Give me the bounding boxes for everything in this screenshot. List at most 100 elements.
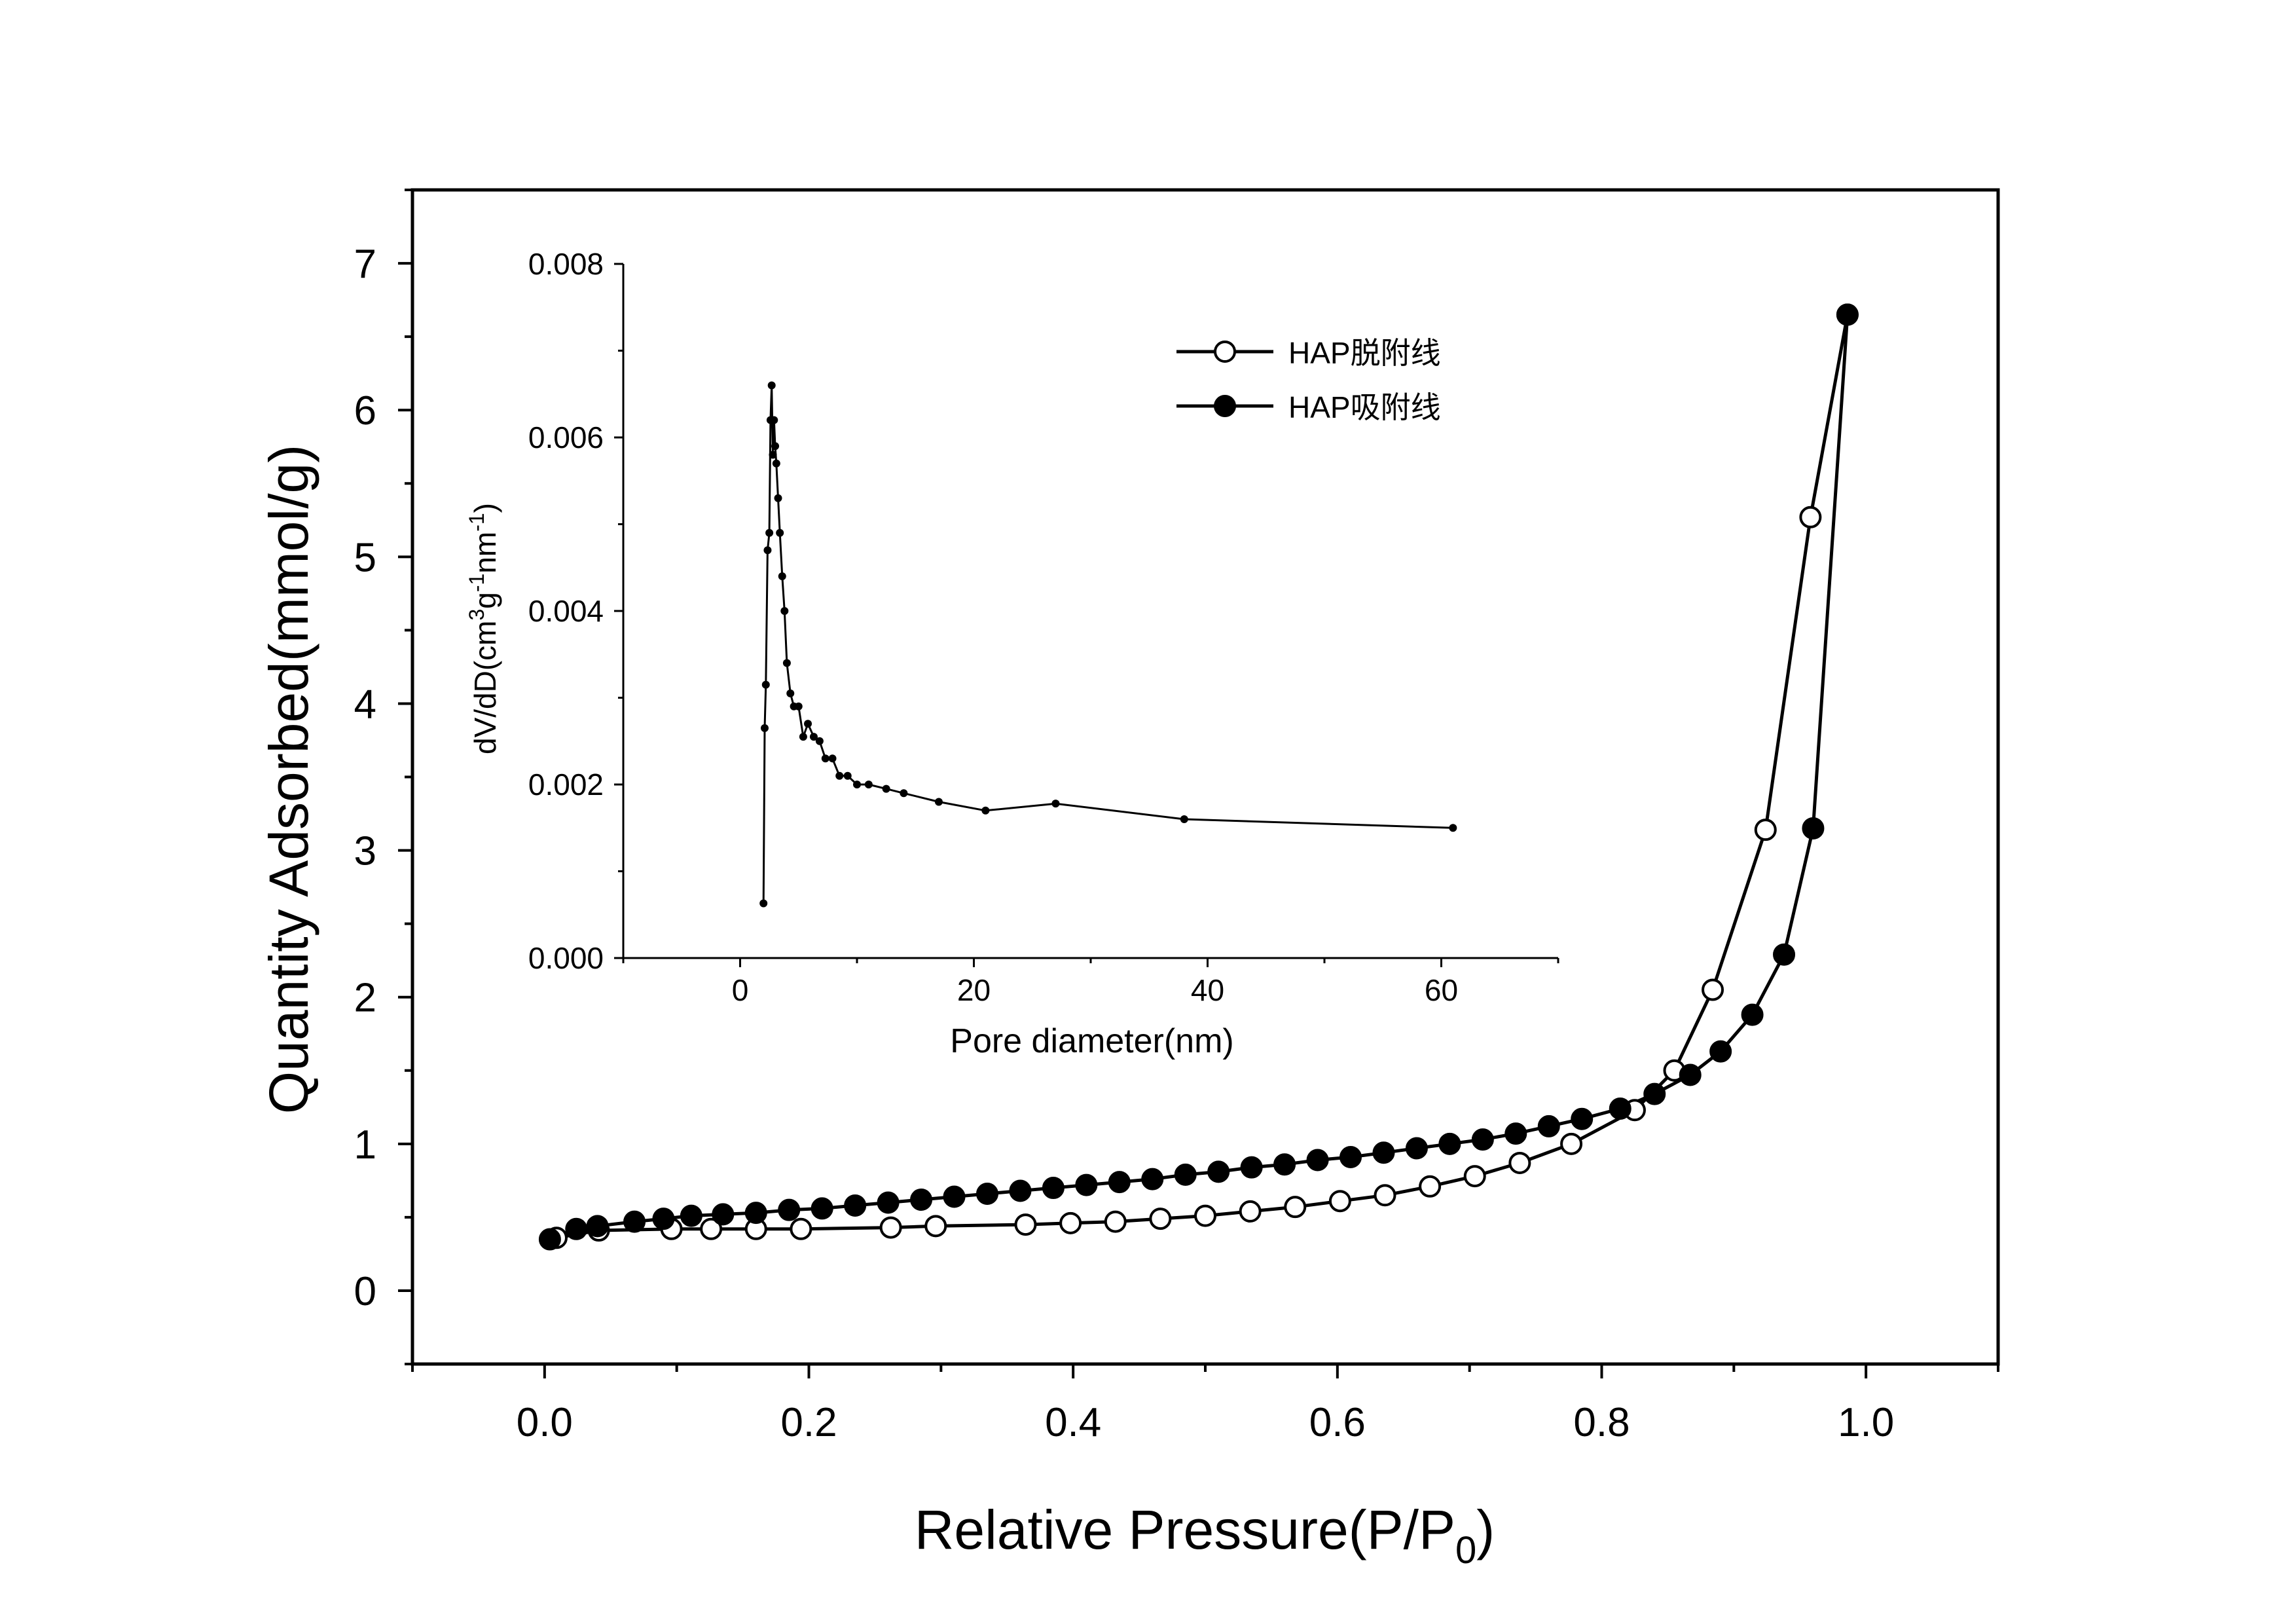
inset-point	[794, 702, 803, 710]
adsorption-point	[910, 1188, 933, 1211]
adsorption-point	[1504, 1122, 1527, 1145]
inset-point	[780, 607, 789, 615]
desorption-point	[1419, 1175, 1442, 1198]
adsorption-point	[1075, 1173, 1098, 1196]
adsorption-point	[1273, 1153, 1296, 1176]
adsorption-point	[943, 1185, 966, 1208]
adsorption-point	[1042, 1177, 1065, 1200]
legend: HAP脱附线 HAP吸附线	[1176, 336, 1441, 424]
inset-y-tick-label: 0.004	[528, 594, 604, 628]
adsorption-point	[1773, 943, 1796, 966]
main-x-tick-label: 1.0	[1838, 1400, 1894, 1445]
adsorption-point	[586, 1215, 609, 1238]
main-chart: 0.0 0.2 0.4 0.6 0.8 1.0 0 1 2 3 4 5 6 7 Relative Pres…	[258, 188, 2000, 1572]
main-y-tick-label: 7	[354, 242, 376, 287]
inset-y-tick-label: 0.002	[528, 767, 604, 802]
inset-x-axis-label: Pore diameter(nm)	[950, 1022, 1233, 1060]
inset-point	[759, 899, 768, 908]
inset-point	[981, 806, 990, 815]
inset-y-label-part-3: g	[468, 592, 502, 609]
main-x-tick-label: 0.6	[1309, 1400, 1366, 1445]
desorption-point	[1014, 1213, 1037, 1236]
main-y-axis-label: Quantity Adsorbed(mmol/g)	[258, 445, 319, 1114]
desorption-point	[1702, 978, 1724, 1001]
desorption-point	[1059, 1211, 1082, 1234]
adsorption-point	[652, 1208, 675, 1230]
adsorption-point	[1679, 1063, 1702, 1086]
legend-label-adsorption: HAP吸附线	[1288, 390, 1441, 424]
adsorption-point	[1643, 1082, 1666, 1105]
adsorption-point	[1709, 1040, 1732, 1063]
inset-point	[828, 754, 837, 763]
legend-item-desorption: HAP脱附线	[1176, 336, 1441, 370]
main-ticks: 0.0 0.2 0.4 0.6 0.8 1.0 0 1 2 3 4 5 6 7	[354, 189, 1999, 1445]
inset-point	[843, 771, 852, 780]
inset-y-label-part-4: -1	[465, 574, 488, 592]
inset-point	[765, 528, 774, 537]
adsorption-point	[1009, 1179, 1032, 1202]
main-y-tick-label: 6	[354, 388, 376, 434]
main-x-tick-label: 0.4	[1045, 1400, 1101, 1445]
inset-point	[882, 784, 890, 793]
inset-point	[772, 459, 780, 468]
adsorption-point	[1836, 303, 1859, 326]
inset-y-tick-label: 0.006	[528, 420, 604, 454]
inset-point	[835, 771, 844, 780]
inset-point	[934, 798, 943, 806]
adsorption-point	[1741, 1003, 1764, 1026]
inset-y-label-part-6: -1	[465, 513, 488, 531]
main-x-tick-label: 0.2	[780, 1400, 837, 1445]
desorption-point	[1754, 819, 1777, 841]
inset-point	[776, 528, 784, 537]
adsorption-point	[1372, 1141, 1395, 1164]
inset-series	[759, 381, 1457, 908]
adsorption-point	[877, 1191, 900, 1214]
main-x-axis-label-main: Relative Pressure(P/P	[915, 1499, 1455, 1560]
legend-label-desorption: HAP脱附线	[1288, 336, 1441, 370]
inset-point	[782, 659, 791, 667]
adsorption-point	[1537, 1115, 1560, 1137]
inset-point	[853, 781, 861, 788]
inset-point	[821, 754, 829, 763]
adsorption-point	[778, 1198, 801, 1221]
main-y-tick-label: 3	[354, 829, 376, 874]
inset-point	[778, 572, 786, 580]
adsorption-point	[1802, 817, 1825, 840]
desorption-point	[1104, 1210, 1127, 1233]
adsorption-point	[1240, 1156, 1263, 1179]
inset-point	[770, 416, 778, 424]
main-y-tick-label: 5	[354, 535, 376, 580]
inset-point	[763, 546, 772, 555]
adsorption-point	[712, 1203, 735, 1226]
desorption-point	[924, 1215, 947, 1238]
desorption-point	[1149, 1208, 1172, 1230]
inset-x-tick-label: 60	[1425, 973, 1458, 1007]
main-x-axis-label-tail: )	[1476, 1499, 1495, 1560]
adsorption-point	[1108, 1171, 1131, 1194]
main-x-tick-label: 0.0	[517, 1400, 573, 1445]
adsorption-point	[744, 1202, 767, 1225]
inset-point	[761, 680, 770, 689]
adsorption-point	[1141, 1168, 1164, 1190]
adsorption-point	[1609, 1098, 1631, 1120]
desorption-point	[700, 1217, 723, 1240]
inset-point	[1449, 824, 1457, 832]
main-y-tick-label: 4	[354, 682, 376, 727]
inset-point	[760, 724, 769, 732]
adsorption-point	[811, 1197, 833, 1220]
inset-x-tick-label: 20	[957, 973, 991, 1007]
inset-ticks: 0 20 40 60 0.000 0.002 0.004 0.006 0.008	[528, 247, 1559, 1007]
main-x-axis-label: Relative Pressure(P/P0)	[915, 1499, 1495, 1572]
inset-point	[900, 789, 908, 798]
inset-point	[774, 494, 782, 502]
inset-x-tick-label: 40	[1191, 973, 1224, 1007]
inset-y-label-part-2: 3	[465, 609, 488, 621]
adsorption-point	[1207, 1160, 1230, 1183]
desorption-point	[1463, 1165, 1486, 1188]
inset-point	[771, 442, 780, 451]
adsorption-point	[1339, 1145, 1362, 1168]
desorption-point	[1799, 506, 1822, 528]
inset-y-axis-label: dV/dD(cm3g-1nm-1)	[465, 503, 502, 754]
adsorption-point	[1174, 1163, 1197, 1186]
